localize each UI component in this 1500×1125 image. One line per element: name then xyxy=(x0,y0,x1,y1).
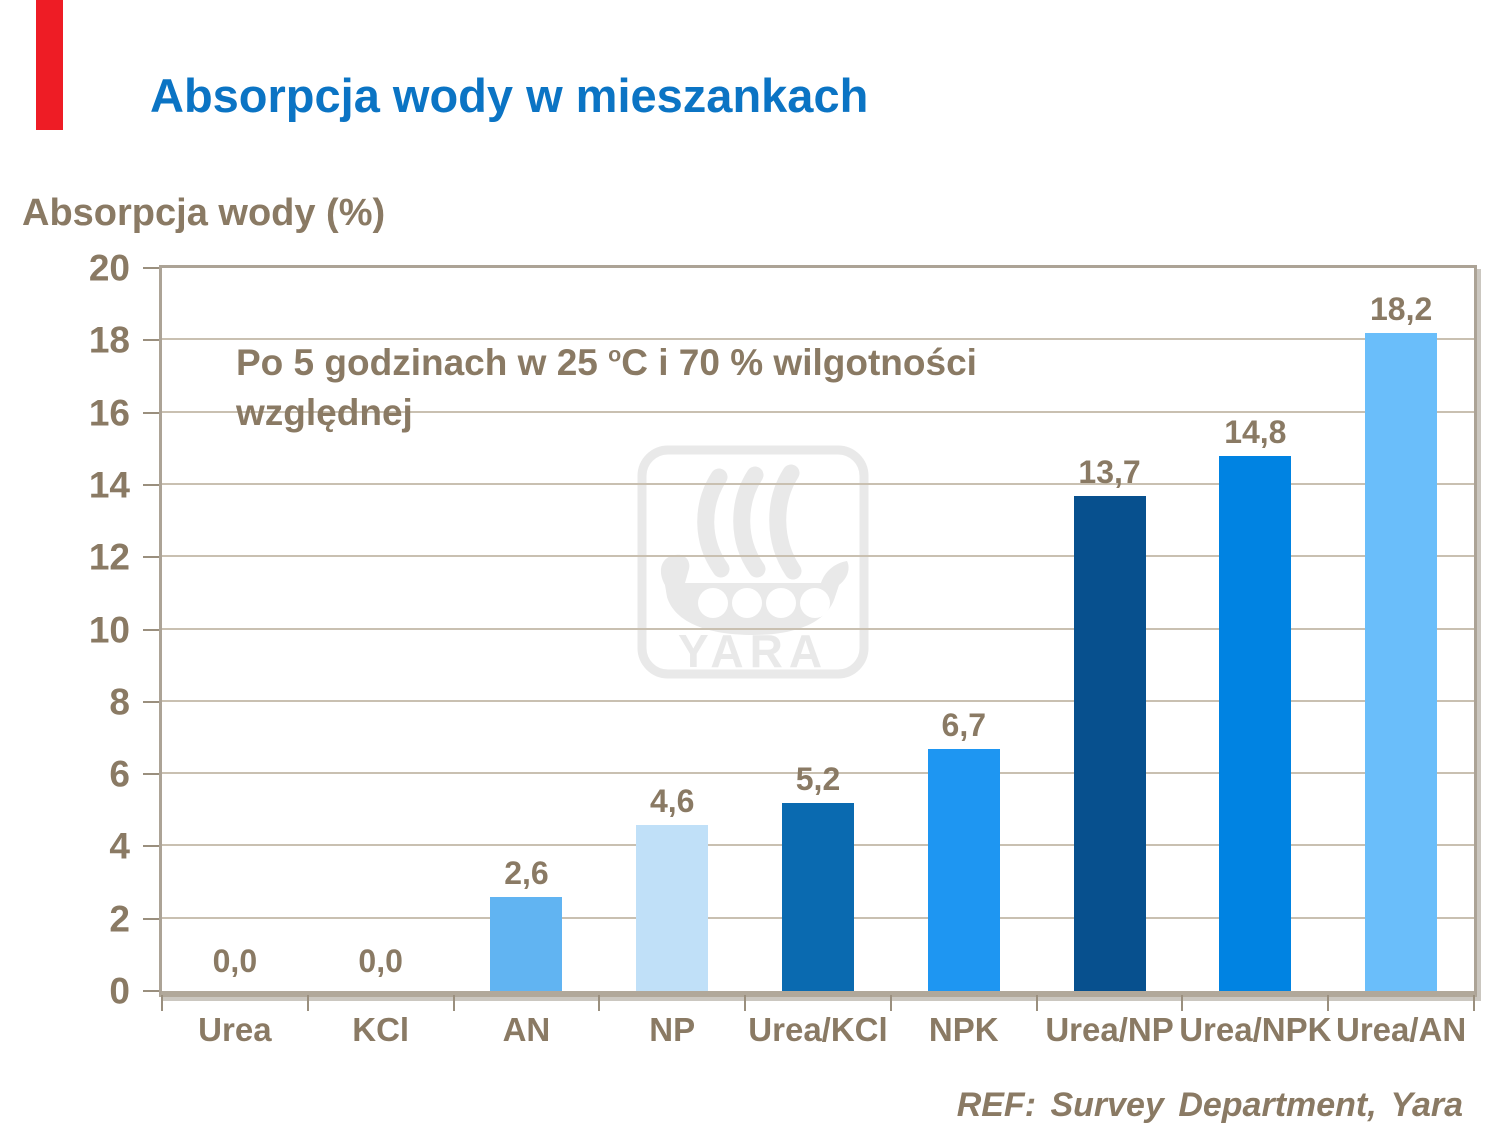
category-label: Urea/NPK xyxy=(1179,1011,1332,1048)
x-axis-tick xyxy=(452,995,455,1011)
y-tick-label: 2 xyxy=(109,898,130,940)
value-label: 13,7 xyxy=(1078,453,1141,490)
x-axis-tick xyxy=(1035,995,1038,1011)
gridline xyxy=(162,338,1474,341)
y-axis-tick xyxy=(143,700,159,703)
x-axis-tick xyxy=(306,995,309,1011)
y-axis-tick xyxy=(143,339,159,342)
y-tick-label: 8 xyxy=(109,681,130,723)
y-axis-tick xyxy=(143,917,159,920)
x-axis-ticks xyxy=(161,991,1475,1011)
value-label: 14,8 xyxy=(1224,413,1287,450)
y-axis-labels: 0 2 4 6 8 10 12 14 16 18 20 xyxy=(25,250,130,1010)
gridline xyxy=(162,482,1474,485)
value-label: 6,7 xyxy=(941,706,987,743)
bar-urea-an xyxy=(1365,333,1438,991)
category-label: AN xyxy=(502,1011,551,1048)
annotation-text: Po 5 godzinach w 25 xyxy=(236,342,609,383)
bar-np xyxy=(636,824,709,991)
y-tick-label: 18 xyxy=(88,319,130,361)
y-axis-tick xyxy=(143,267,159,269)
y-axis-tick xyxy=(143,845,159,848)
bar-an xyxy=(490,897,563,991)
annotation-text-tail: C i 70 % wilgotności względnej xyxy=(236,342,977,433)
gridline xyxy=(162,555,1474,558)
category-label: NP xyxy=(649,1011,696,1048)
gridline xyxy=(162,772,1474,775)
x-axis-tick xyxy=(598,995,601,1011)
watermark-wordmark: YARA xyxy=(678,625,828,677)
y-axis-title: Absorpcja wody (%) xyxy=(22,192,386,234)
chart-annotation: Po 5 godzinach w 25 oC i 70 % wilgotnośc… xyxy=(236,338,1081,438)
y-axis-tick xyxy=(143,773,159,776)
category-label: Urea xyxy=(198,1011,272,1048)
gridline xyxy=(162,410,1474,413)
reference-footer: REF: Survey Department, Yara xyxy=(956,1086,1463,1124)
category-label: KCl xyxy=(352,1011,410,1048)
y-tick-label: 14 xyxy=(88,464,130,506)
value-label: 0,0 xyxy=(212,943,258,979)
y-axis-tick xyxy=(143,628,159,631)
y-tick-label: 20 xyxy=(88,247,130,289)
y-axis-tick xyxy=(143,990,159,992)
y-axis-tick xyxy=(143,556,159,559)
x-axis-tick xyxy=(161,995,163,1011)
red-accent-bar xyxy=(36,0,63,130)
bar-urea-npk xyxy=(1219,455,1292,991)
category-label: Urea/KCl xyxy=(748,1011,888,1048)
plot-area: YARA Po 5 godzinach w 25 oC i 70 % wilgo… xyxy=(89,250,1477,1046)
gridline xyxy=(162,627,1474,630)
y-axis-tick xyxy=(143,411,159,414)
y-tick-label: 10 xyxy=(88,609,130,650)
value-label: 5,2 xyxy=(795,761,841,798)
value-label: 18,2 xyxy=(1369,291,1433,328)
x-axis-tick xyxy=(1181,995,1184,1011)
y-axis-ticks xyxy=(143,267,159,992)
y-tick-label: 12 xyxy=(88,536,130,578)
shield-circles-icon xyxy=(698,588,830,618)
gridline xyxy=(162,699,1474,702)
y-tick-label: 4 xyxy=(109,825,130,867)
y-axis-tick xyxy=(143,483,159,486)
annotation-superscript: o xyxy=(608,342,622,367)
bar-urea-np xyxy=(1073,495,1146,991)
bar-urea-kcl xyxy=(782,803,854,991)
x-axis-labels: Urea KCl AN NP Urea/KCl NPK Urea/NP Urea/NPK Ure… xyxy=(162,1013,1474,1053)
category-label: NPK xyxy=(928,1011,999,1048)
y-tick-label: 6 xyxy=(109,753,130,795)
y-tick-label: 0 xyxy=(109,970,130,1012)
watermark-frame xyxy=(637,445,869,679)
x-axis-tick xyxy=(744,995,747,1011)
value-label: 2,6 xyxy=(504,855,549,892)
x-axis-tick xyxy=(1473,995,1475,1011)
x-axis-tick xyxy=(889,995,892,1011)
value-label: 0,0 xyxy=(358,943,403,979)
bar-npk xyxy=(927,748,1000,991)
x-axis-tick xyxy=(1327,995,1330,1011)
y-tick-label: 16 xyxy=(88,392,130,434)
category-label: Urea/AN xyxy=(1336,1011,1467,1048)
value-label: 4,6 xyxy=(649,782,695,819)
page-title: Absorpcja wody w mieszankach xyxy=(150,69,869,122)
category-label: Urea/NP xyxy=(1045,1011,1174,1048)
yara-watermark: YARA xyxy=(637,445,869,679)
